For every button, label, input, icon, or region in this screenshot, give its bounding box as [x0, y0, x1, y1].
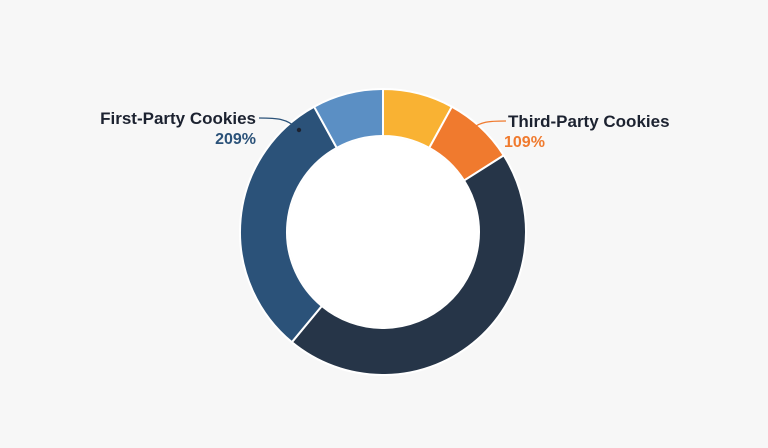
first-party-label: First-Party Cookies	[100, 109, 256, 128]
donut-slice-3	[290, 153, 527, 376]
third-party-leader-line	[468, 120, 507, 132]
donut-slice-4	[239, 105, 339, 344]
first-party-leader-dot	[296, 127, 302, 133]
third-party-value: 109%	[504, 134, 545, 151]
donut-slice-5	[312, 87, 384, 150]
first-party-leader-line	[258, 117, 300, 131]
first-party-annotation: First-Party Cookies 209%	[100, 109, 302, 148]
first-party-value: 209%	[215, 131, 256, 148]
third-party-leader-dot	[466, 128, 472, 134]
donut-slices	[239, 87, 527, 376]
donut-hole	[288, 137, 478, 327]
third-party-annotation: Third-Party Cookies 109%	[466, 112, 670, 151]
third-party-label: Third-Party Cookies	[508, 112, 670, 131]
